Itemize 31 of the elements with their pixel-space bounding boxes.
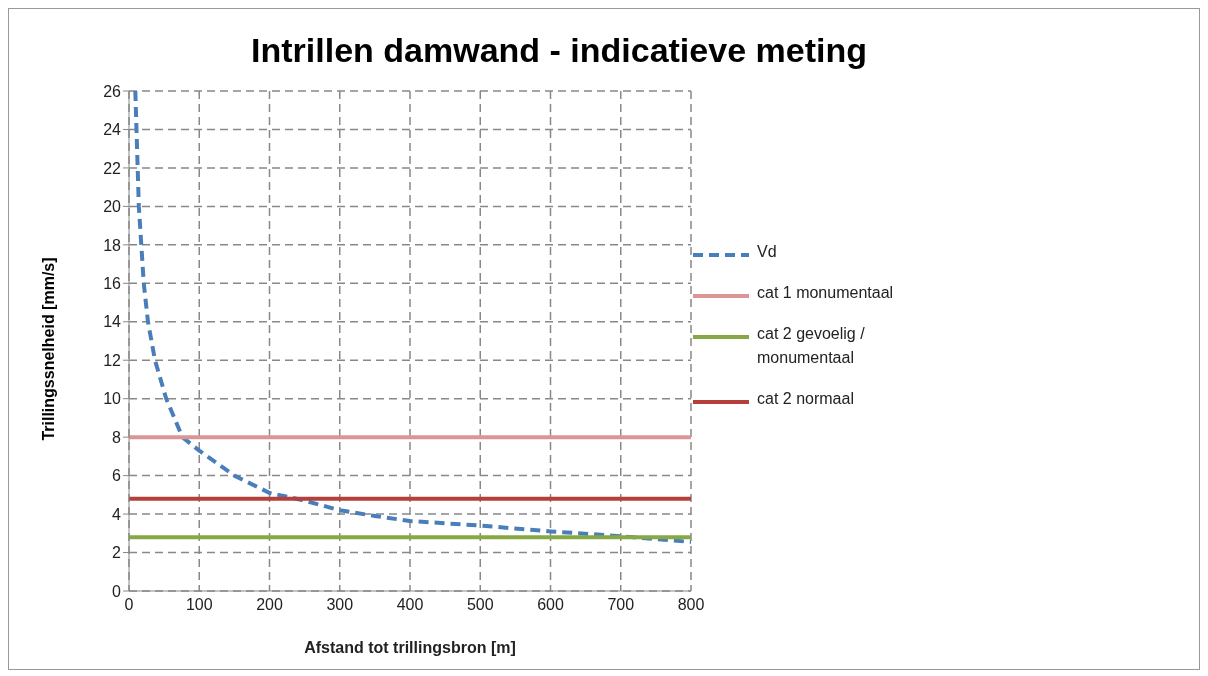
- y-tick-label: 10: [103, 390, 122, 408]
- x-tick-label: 400: [396, 596, 424, 614]
- chart-title: Intrillen damwand - indicatieve meting: [250, 31, 868, 70]
- y-tick-label: 22: [103, 159, 122, 177]
- x-axis-title: Afstand tot trillingsbron [m]: [304, 639, 516, 656]
- y-tick-label: 8: [112, 428, 122, 446]
- x-tick-label: 200: [256, 596, 283, 614]
- y-tick-label: 6: [112, 467, 122, 485]
- x-tick-label: 700: [607, 596, 635, 614]
- legend-label: cat 2 gevoelig / monumentaal: [757, 324, 866, 368]
- y-tick-label: 4: [112, 505, 122, 523]
- y-tick-label: 0: [112, 582, 122, 600]
- x-tick-label: 800: [677, 596, 705, 614]
- legend-label: cat 1 monumentaal: [757, 283, 894, 303]
- y-axis-title: Trillingssnelheid [mm/s]: [40, 257, 58, 441]
- line-series: [133, 91, 691, 544]
- legend-label: Vd: [757, 242, 777, 262]
- legend-label: cat 2 normaal: [757, 389, 854, 409]
- y-tick-label: 18: [103, 236, 122, 254]
- y-tick-label: 2: [112, 544, 122, 562]
- x-tick-label: 100: [185, 596, 213, 614]
- y-tick-label: 26: [103, 82, 122, 100]
- y-tick-label: 24: [103, 121, 122, 139]
- y-tick-label: 14: [103, 313, 122, 331]
- x-tick-label: 600: [537, 596, 564, 614]
- y-tick-label: 12: [103, 351, 122, 369]
- y-tick-label: 20: [103, 198, 122, 216]
- y-tick-label: 16: [103, 274, 122, 292]
- x-tick-label: 500: [466, 596, 494, 614]
- x-tick-label: 0: [124, 596, 134, 614]
- x-tick-label: 300: [326, 596, 354, 614]
